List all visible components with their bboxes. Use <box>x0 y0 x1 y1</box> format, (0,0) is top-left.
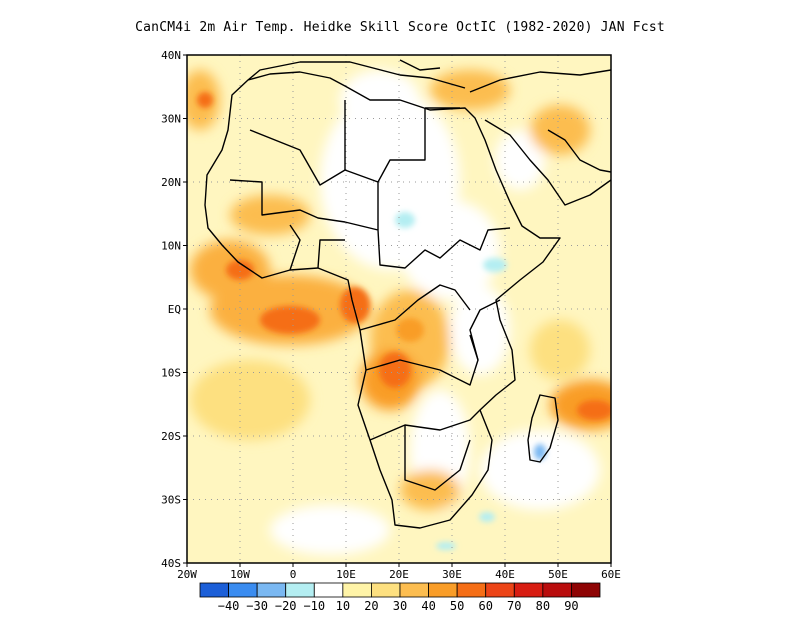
colorbar-swatch <box>285 582 315 598</box>
lat-label: 30N <box>161 113 181 126</box>
gridlines <box>187 55 611 563</box>
lat-label: 10S <box>161 367 181 380</box>
lon-label: 30E <box>442 568 462 581</box>
colorbar-swatch <box>256 582 287 598</box>
colorbar-swatch <box>313 582 344 598</box>
colorbar-swatch <box>199 582 229 598</box>
colorbar-swatch <box>342 582 372 598</box>
lat-label: 40S <box>161 557 181 570</box>
colorbar-swatch <box>513 582 544 598</box>
colorbar-label: 90 <box>564 599 578 613</box>
colorbar-label: 60 <box>478 599 492 613</box>
lat-axis: 40N 30N 20N 10N EQ 10S 20S 30S 40S <box>161 49 181 570</box>
lon-label: 40E <box>495 568 515 581</box>
colorbar-label: −20 <box>275 599 297 613</box>
colorbar-swatch <box>228 582 258 598</box>
colorbar-label: −40 <box>218 599 240 613</box>
lon-label: 20E <box>389 568 409 581</box>
colorbar-label: 40 <box>421 599 435 613</box>
lon-label: 20W <box>177 568 197 581</box>
colorbar-swatch <box>485 582 515 598</box>
colorbar-swatch <box>571 582 601 598</box>
lat-label: EQ <box>168 303 181 316</box>
colorbar-label: 50 <box>450 599 464 613</box>
colorbar-swatch <box>456 582 487 598</box>
lon-label: 10W <box>230 568 250 581</box>
lat-label: 40N <box>161 49 181 62</box>
lon-label: 50E <box>548 568 568 581</box>
coastlines <box>204 59 611 529</box>
colorbar-swatch <box>542 582 572 598</box>
lat-label: 10N <box>161 240 181 253</box>
colorbar: −40 −30 −20 −10 10 20 30 40 50 60 70 80 90 <box>199 582 601 613</box>
skill-field <box>187 55 611 563</box>
colorbar-swatch <box>428 582 458 598</box>
colorbar-swatch <box>399 582 429 598</box>
lat-label: 20S <box>161 430 181 443</box>
plot-title: CanCM4i 2m Air Temp. Heidke Skill Score … <box>135 20 665 35</box>
lat-label: 30S <box>161 494 181 507</box>
colorbar-swatch <box>371 582 401 598</box>
colorbar-label: 30 <box>393 599 407 613</box>
colorbar-label: 20 <box>364 599 378 613</box>
colorbar-label: 10 <box>336 599 350 613</box>
colorbar-label: 80 <box>536 599 550 613</box>
colorbar-label: −10 <box>303 599 325 613</box>
lon-label: 10E <box>336 568 356 581</box>
lon-axis: 20W 10W 0 10E 20E 30E 40E 50E 60E <box>177 568 621 581</box>
lat-label: 20N <box>161 176 181 189</box>
lon-label: 60E <box>601 568 621 581</box>
lon-label: 0 <box>290 568 297 581</box>
tick-marks <box>183 54 612 567</box>
colorbar-label: −30 <box>246 599 268 613</box>
colorbar-label: 70 <box>507 599 521 613</box>
